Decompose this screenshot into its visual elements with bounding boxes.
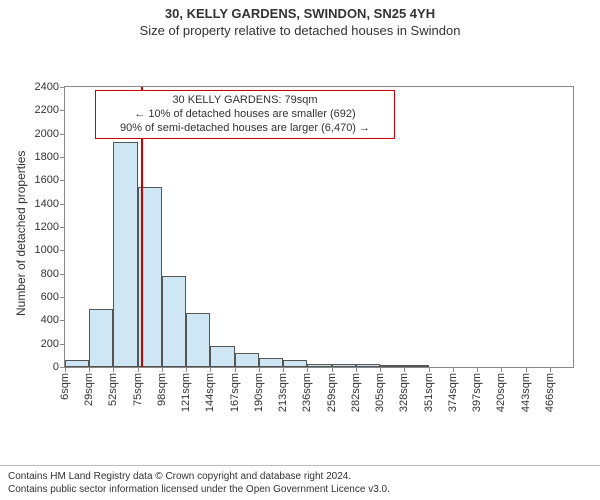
x-tick-mark: [356, 367, 357, 372]
x-tick-mark: [162, 367, 163, 372]
y-tick-label: 1800: [35, 151, 59, 163]
annotation-line: 30 KELLY GARDENS: 79sqm: [102, 94, 388, 108]
x-tick-mark: [65, 367, 66, 372]
y-tick-mark: [60, 110, 65, 111]
x-tick-label: 420sqm: [495, 373, 507, 412]
histogram-bar: [65, 360, 89, 367]
x-tick-mark: [550, 367, 551, 372]
y-tick-label: 0: [53, 361, 59, 373]
annotation-box: 30 KELLY GARDENS: 79sqm← 10% of detached…: [95, 90, 395, 139]
chart-title-line1: 30, KELLY GARDENS, SWINDON, SN25 4YH: [0, 6, 600, 21]
x-tick-label: 98sqm: [156, 373, 168, 406]
y-tick-mark: [60, 87, 65, 88]
x-tick-mark: [138, 367, 139, 372]
y-tick-mark: [60, 320, 65, 321]
x-tick-mark: [283, 367, 284, 372]
x-tick-label: 328sqm: [398, 373, 410, 412]
histogram-bar: [89, 309, 113, 367]
chart-title-line2: Size of property relative to detached ho…: [0, 23, 600, 38]
x-tick-label: 52sqm: [107, 373, 119, 406]
y-tick-label: 2000: [35, 128, 59, 140]
y-tick-label: 800: [41, 268, 59, 280]
x-tick-label: 305sqm: [374, 373, 386, 412]
y-tick-mark: [60, 157, 65, 158]
x-tick-label: 6sqm: [59, 373, 71, 400]
x-tick-mark: [89, 367, 90, 372]
y-tick-label: 400: [41, 314, 59, 326]
x-tick-label: 466sqm: [544, 373, 556, 412]
y-tick-label: 1200: [35, 221, 59, 233]
x-tick-label: 351sqm: [423, 373, 435, 412]
histogram-bar: [186, 313, 210, 367]
x-tick-label: 75sqm: [132, 373, 144, 406]
histogram-bar: [404, 365, 428, 367]
x-tick-mark: [332, 367, 333, 372]
x-tick-label: 167sqm: [229, 373, 241, 412]
x-tick-mark: [113, 367, 114, 372]
x-tick-label: 29sqm: [83, 373, 95, 406]
x-tick-mark: [429, 367, 430, 372]
x-tick-mark: [526, 367, 527, 372]
y-tick-mark: [60, 227, 65, 228]
x-tick-mark: [259, 367, 260, 372]
y-tick-mark: [60, 204, 65, 205]
x-tick-mark: [380, 367, 381, 372]
x-tick-label: 144sqm: [204, 373, 216, 412]
footer-line1: Contains HM Land Registry data © Crown c…: [8, 470, 592, 483]
y-tick-label: 1600: [35, 174, 59, 186]
histogram-bar: [332, 364, 356, 368]
histogram-bar: [283, 360, 307, 367]
histogram-bar: [307, 364, 331, 368]
x-tick-mark: [477, 367, 478, 372]
histogram-bar: [210, 346, 234, 367]
x-tick-label: 397sqm: [471, 373, 483, 412]
footer-line2: Contains public sector information licen…: [8, 483, 592, 496]
attribution-footer: Contains HM Land Registry data © Crown c…: [0, 465, 600, 500]
histogram-bar: [113, 142, 137, 367]
x-tick-mark: [501, 367, 502, 372]
x-tick-mark: [307, 367, 308, 372]
y-tick-label: 2400: [35, 81, 59, 93]
x-tick-mark: [210, 367, 211, 372]
x-tick-mark: [186, 367, 187, 372]
y-axis-label: Number of detached properties: [14, 151, 28, 316]
y-tick-label: 200: [41, 338, 59, 350]
y-tick-mark: [60, 344, 65, 345]
annotation-line: 90% of semi-detached houses are larger (…: [102, 122, 388, 136]
y-tick-label: 2200: [35, 104, 59, 116]
y-tick-label: 1000: [35, 244, 59, 256]
x-tick-mark: [453, 367, 454, 372]
y-tick-mark: [60, 297, 65, 298]
histogram-bar: [380, 365, 404, 367]
annotation-line: ← 10% of detached houses are smaller (69…: [102, 108, 388, 122]
x-tick-label: 282sqm: [350, 373, 362, 412]
x-tick-label: 213sqm: [277, 373, 289, 412]
chart-title-block: 30, KELLY GARDENS, SWINDON, SN25 4YH Siz…: [0, 0, 600, 38]
histogram-bar: [356, 364, 380, 368]
x-tick-label: 236sqm: [301, 373, 313, 412]
histogram-bar: [235, 353, 259, 367]
x-tick-label: 259sqm: [326, 373, 338, 412]
y-tick-label: 600: [41, 291, 59, 303]
y-tick-mark: [60, 250, 65, 251]
x-tick-mark: [235, 367, 236, 372]
chart-container: 0 200 400 600 800 1000 1200 1400 1600 1800 2000 220…: [0, 38, 600, 428]
histogram-bar: [162, 276, 186, 367]
x-tick-label: 443sqm: [520, 373, 532, 412]
histogram-bar: [259, 358, 283, 367]
y-tick-mark: [60, 180, 65, 181]
x-tick-mark: [404, 367, 405, 372]
y-tick-mark: [60, 274, 65, 275]
y-tick-label: 1400: [35, 198, 59, 210]
y-tick-mark: [60, 134, 65, 135]
x-tick-label: 121sqm: [180, 373, 192, 412]
x-tick-label: 374sqm: [447, 373, 459, 412]
x-tick-label: 190sqm: [253, 373, 265, 412]
